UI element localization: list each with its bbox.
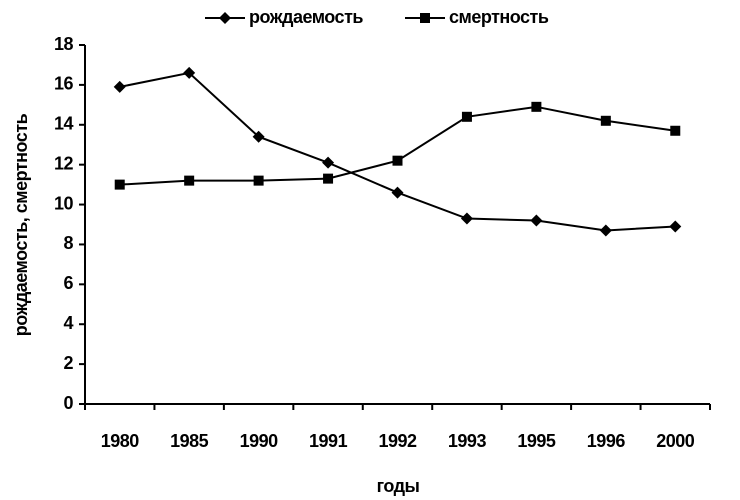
x-tick-label: 1980 xyxy=(101,431,140,451)
y-tick-label: 16 xyxy=(54,74,74,94)
data-point xyxy=(114,179,125,190)
y-tick-label: 14 xyxy=(54,114,74,134)
y-tick-label: 12 xyxy=(54,153,74,173)
x-tick-label: 1991 xyxy=(309,431,348,451)
data-point xyxy=(252,130,265,143)
series-line xyxy=(119,105,676,186)
legend-label: рождаемость xyxy=(249,7,363,27)
data-point xyxy=(670,125,681,136)
y-tick-label: 8 xyxy=(63,233,73,253)
y-tick-label: 2 xyxy=(63,353,73,373)
data-point xyxy=(392,155,403,166)
y-tick-label: 4 xyxy=(63,313,73,333)
data-point xyxy=(530,214,543,227)
y-tick-label: 6 xyxy=(63,273,73,293)
x-tick-label: 1992 xyxy=(378,431,417,451)
data-point xyxy=(322,156,335,169)
data-point xyxy=(253,175,264,186)
x-tick-label: 1990 xyxy=(240,431,279,451)
legend-marker xyxy=(420,13,430,23)
y-tick-label: 18 xyxy=(54,34,74,54)
data-point xyxy=(600,115,611,126)
x-tick-label: 1995 xyxy=(517,431,556,451)
data-point xyxy=(461,111,472,122)
data-point xyxy=(183,66,196,79)
x-tick-label: 1996 xyxy=(587,431,626,451)
data-point xyxy=(184,175,195,186)
series-line xyxy=(119,71,676,232)
y-tick-label: 10 xyxy=(54,193,74,213)
x-tick-label: 1985 xyxy=(170,431,209,451)
data-point xyxy=(531,101,542,112)
y-tick-label: 0 xyxy=(63,393,73,413)
legend-label: смертность xyxy=(449,7,549,27)
x-axis-label: годы xyxy=(377,476,420,496)
data-point xyxy=(669,220,682,233)
data-point xyxy=(599,224,612,237)
data-point xyxy=(323,173,334,184)
data-point xyxy=(391,186,404,199)
x-tick-label: 1993 xyxy=(448,431,487,451)
x-tick-label: 2000 xyxy=(656,431,695,451)
data-point xyxy=(460,212,473,225)
y-axis-label: рождаемость, смертность xyxy=(11,113,31,336)
legend-marker xyxy=(219,12,231,24)
data-point xyxy=(113,80,126,93)
